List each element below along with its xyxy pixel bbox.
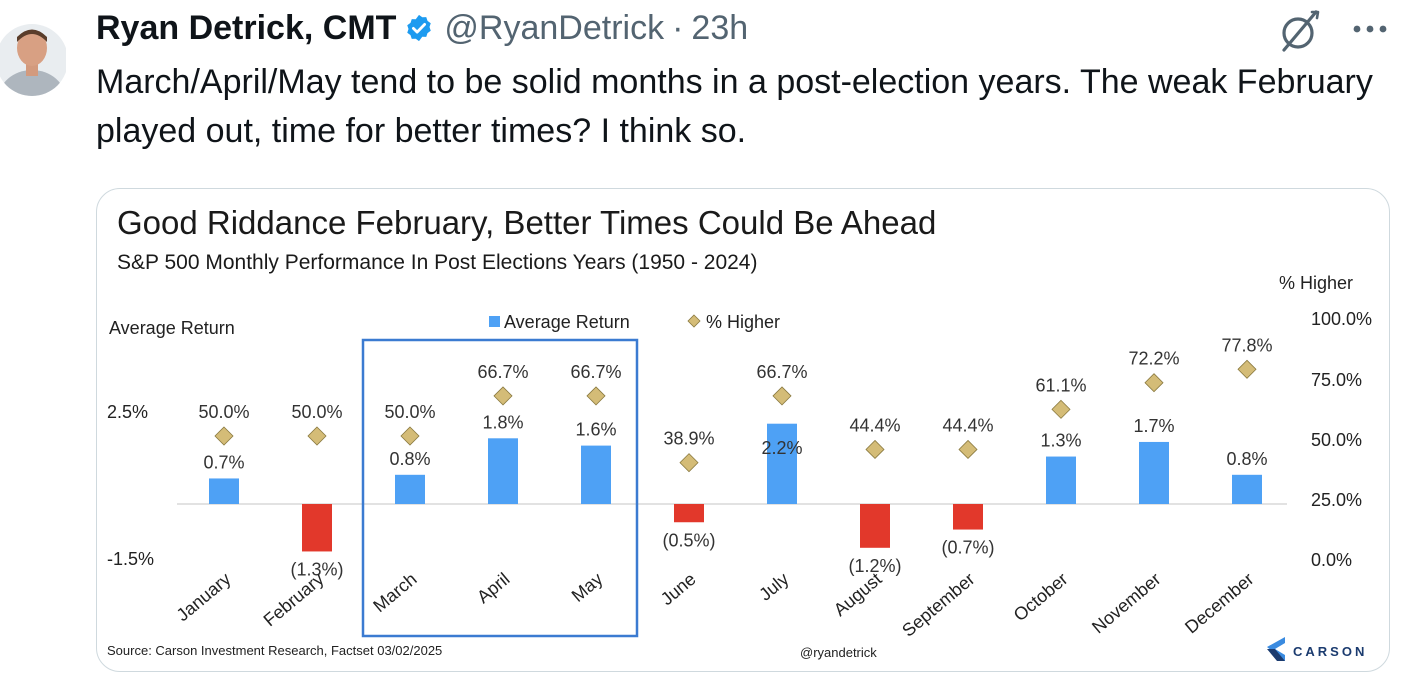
- avatar[interactable]: [0, 4, 66, 102]
- return-label-september: (0.7%): [941, 538, 994, 558]
- bar-september: [953, 504, 983, 530]
- right-tick-label: 50.0%: [1311, 430, 1362, 450]
- return-label-july: 2.2%: [761, 438, 802, 458]
- pct-higher-label-july: 66.7%: [756, 362, 807, 382]
- x-label-october: October: [1010, 569, 1072, 625]
- pct-higher-marker-june: [679, 453, 699, 473]
- return-label-june: (0.5%): [662, 530, 715, 550]
- x-label-january: January: [173, 569, 235, 625]
- x-label-march: March: [369, 569, 420, 616]
- bar-july: [767, 423, 797, 504]
- return-label-january: 0.7%: [203, 452, 244, 472]
- return-label-may: 1.6%: [575, 420, 616, 440]
- x-label-september: September: [898, 569, 978, 641]
- return-label-august: (1.2%): [848, 556, 901, 576]
- chart-markers: 50.0% 50.0% 50.0% 66.7% 66.7% 38.9% 66.7% 44.4%…: [198, 335, 1273, 473]
- pct-higher-label-march: 50.0%: [384, 402, 435, 422]
- verified-badge-icon: [404, 13, 434, 43]
- brand-text: CARSON: [1293, 644, 1367, 659]
- pct-higher-label-august: 44.4%: [849, 415, 900, 435]
- bar-october: [1046, 456, 1076, 504]
- return-label-april: 1.8%: [482, 412, 523, 432]
- legend-swatch-pct-higher: [687, 314, 701, 328]
- pct-higher-marker-november: [1144, 373, 1164, 393]
- chart-watermark: @ryandetrick: [800, 645, 877, 660]
- pct-higher-label-february: 50.0%: [291, 402, 342, 422]
- bar-may: [581, 445, 611, 504]
- legend-swatch-average-return: [489, 316, 500, 327]
- bar-december: [1232, 474, 1262, 504]
- return-label-march: 0.8%: [389, 449, 430, 469]
- x-label-july: July: [755, 569, 792, 605]
- grok-slash-icon[interactable]: [1276, 6, 1326, 56]
- x-label-november: November: [1088, 569, 1164, 638]
- separator-dot: ·: [672, 8, 684, 47]
- chart-axes: 2.5% -1.5% 100.0% 75.0% 50.0% 25.0% 0.0%: [107, 309, 1372, 570]
- chart-source: Source: Carson Investment Research, Fact…: [107, 643, 442, 658]
- chart-title: Good Riddance February, Better Times Cou…: [117, 204, 936, 241]
- pct-higher-marker-august: [865, 439, 885, 460]
- left-tick-label: -1.5%: [107, 549, 154, 569]
- pct-higher-marker-may: [586, 386, 606, 406]
- right-tick-label: 100.0%: [1311, 309, 1372, 329]
- pct-higher-label-january: 50.0%: [198, 402, 249, 422]
- bar-march: [395, 474, 425, 504]
- pct-higher-label-december: 77.8%: [1221, 335, 1272, 355]
- bar-april: [488, 438, 518, 504]
- pct-higher-label-november: 72.2%: [1128, 349, 1179, 369]
- left-axis-label: Average Return: [109, 318, 235, 338]
- pct-higher-label-april: 66.7%: [477, 362, 528, 382]
- chart-bars: 0.7% (1.3%) 0.8% 1.8% 1.6% (0.5%) 2.2% (1.2%) (0…: [203, 412, 1267, 579]
- pct-higher-marker-july: [772, 386, 792, 406]
- pct-higher-marker-january: [214, 426, 234, 446]
- pct-higher-marker-september: [958, 439, 978, 460]
- return-label-december: 0.8%: [1226, 449, 1267, 469]
- bar-august: [860, 504, 890, 548]
- author-name[interactable]: Ryan Detrick, CMT: [96, 8, 397, 47]
- pct-higher-label-june: 38.9%: [663, 429, 714, 449]
- tweet-timestamp[interactable]: 23h: [691, 8, 749, 47]
- x-label-august: August: [830, 569, 886, 620]
- legend-label-average-return: Average Return: [504, 312, 630, 332]
- pct-higher-marker-april: [493, 386, 513, 406]
- x-label-may: May: [568, 569, 607, 606]
- tweet-header: Ryan Detrick, CMT @RyanDetrick · 23h: [96, 6, 748, 50]
- left-tick-label: 2.5%: [107, 402, 148, 422]
- pct-higher-label-may: 66.7%: [570, 362, 621, 382]
- right-tick-label: 0.0%: [1311, 550, 1352, 570]
- return-label-february: (1.3%): [290, 559, 343, 579]
- bar-november: [1139, 441, 1169, 504]
- pct-higher-marker-october: [1051, 399, 1071, 419]
- x-label-june: June: [657, 569, 700, 609]
- pct-higher-marker-march: [400, 426, 420, 446]
- pct-higher-marker-december: [1237, 359, 1257, 379]
- return-label-november: 1.7%: [1133, 416, 1174, 436]
- right-axis-label: % Higher: [1279, 273, 1353, 293]
- x-label-december: December: [1181, 569, 1257, 638]
- more-dots-icon[interactable]: [1348, 14, 1392, 44]
- author-handle[interactable]: @RyanDetrick: [444, 8, 665, 47]
- pct-higher-label-october: 61.1%: [1035, 375, 1086, 395]
- tweet-text: March/April/May tend to be solid months …: [96, 63, 1373, 150]
- bar-june: [674, 504, 704, 523]
- chart-subtitle: S&P 500 Monthly Performance In Post Elec…: [117, 251, 757, 274]
- pct-higher-label-september: 44.4%: [942, 415, 993, 435]
- chart-x-labels: January February March April May June July Augu…: [173, 569, 1258, 641]
- right-tick-label: 75.0%: [1311, 370, 1362, 390]
- x-label-april: April: [473, 569, 513, 607]
- legend-label-pct-higher: % Higher: [706, 312, 780, 332]
- highlight-box: [361, 338, 639, 638]
- carson-logo: CARSON: [1267, 637, 1367, 661]
- right-tick-label: 25.0%: [1311, 490, 1362, 510]
- bar-january: [209, 478, 239, 504]
- bar-february: [302, 504, 332, 552]
- pct-higher-marker-february: [307, 426, 327, 446]
- chart-image-card[interactable]: Good Riddance February, Better Times Cou…: [96, 188, 1390, 672]
- return-label-october: 1.3%: [1040, 431, 1081, 451]
- chart-legend: Average Return % Higher: [489, 312, 780, 332]
